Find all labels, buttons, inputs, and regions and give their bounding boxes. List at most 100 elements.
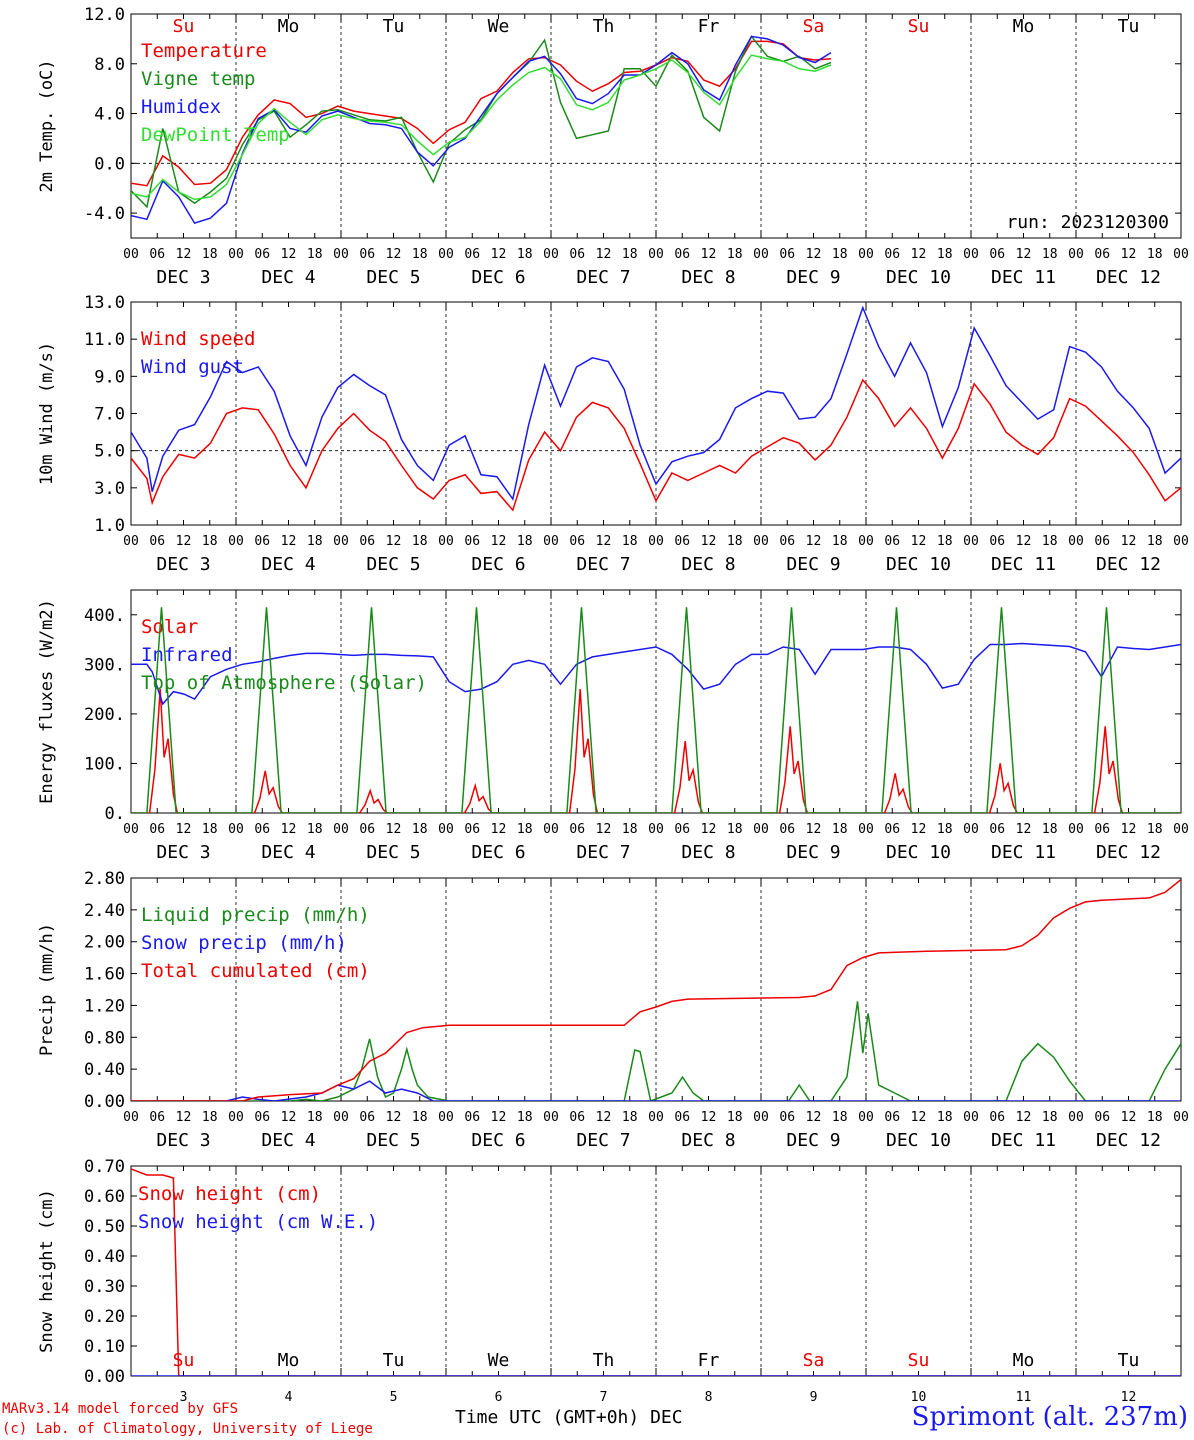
x-hour-label: 12 [596,247,612,262]
x-hour-label: 18 [622,534,638,549]
x-hour-label: 06 [569,1110,585,1125]
y-tick-label: 0.50 [84,1217,125,1237]
y-axis-label: Energy fluxes (W/m2) [37,599,57,804]
y-tick-label: 0.60 [84,1187,125,1207]
y-tick-label: 0.00 [84,1092,125,1112]
x-date-label: DEC 10 [886,1130,951,1151]
x-hour-label: 06 [359,1110,375,1125]
x-day-number: 9 [810,1390,818,1405]
x-date-label: DEC 10 [886,554,951,575]
x-hour-label: 12 [386,822,402,837]
x-date-label: DEC 4 [261,554,315,575]
x-hour-label: 18 [1042,1110,1058,1125]
x-date-label: DEC 11 [991,267,1056,288]
weekday-label: Su [908,16,930,37]
x-hour-label: 18 [517,534,533,549]
x-hour-label: 06 [254,822,270,837]
x-hour-label: 12 [491,247,507,262]
weekday-label: Tu [1118,16,1140,37]
x-hour-label: 00 [1173,534,1189,549]
x-date-label: DEC 4 [261,1130,315,1151]
x-hour-label: 18 [1042,534,1058,549]
x-hour-label: 00 [963,1110,979,1125]
y-tick-label: 2.00 [84,933,125,953]
y-tick-label: 300. [84,655,125,675]
x-hour-label: 12 [806,822,822,837]
x-hour-label: 18 [1042,822,1058,837]
x-hour-label: 06 [149,822,165,837]
x-date-label: DEC 12 [1096,842,1161,863]
x-hour-label: 12 [911,822,927,837]
x-hour-label: 06 [1094,247,1110,262]
x-hour-label: 12 [281,822,297,837]
x-hour-label: 12 [1016,534,1032,549]
y-tick-label: 0.80 [84,1028,125,1048]
x-hour-label: 18 [727,822,743,837]
x-date-label: DEC 8 [681,554,735,575]
weekday-label: We [488,16,510,37]
x-hour-label: 18 [622,822,638,837]
x-hour-label: 06 [149,1110,165,1125]
x-hour-label: 00 [1173,822,1189,837]
legend-label: Wind speed [141,328,255,350]
x-hour-label: 06 [779,822,795,837]
x-date-label: DEC 5 [366,1130,420,1151]
x-hour-label: 00 [333,534,349,549]
x-hour-label: 18 [412,247,428,262]
x-hour-label: 12 [1121,822,1137,837]
x-hour-label: 18 [832,534,848,549]
x-hour-label: 00 [963,822,979,837]
x-date-label: DEC 5 [366,842,420,863]
y-tick-label: 0.70 [84,1157,125,1177]
x-hour-label: 18 [1042,247,1058,262]
series-line [131,1001,1181,1101]
legend-label: Total cumulated (cm) [141,960,370,982]
x-hour-label: 12 [701,1110,717,1125]
y-tick-label: 12.0 [84,5,125,25]
legend-label: DewPoint Temp [141,124,290,146]
x-hour-label: 12 [806,247,822,262]
x-hour-label: 06 [464,247,480,262]
x-hour-label: 06 [674,1110,690,1125]
x-date-label: DEC 11 [991,1130,1056,1151]
x-date-label: DEC 7 [576,842,630,863]
series-line [131,642,1181,706]
x-hour-label: 18 [937,1110,953,1125]
x-hour-label: 12 [1016,1110,1032,1125]
x-hour-label: 06 [989,822,1005,837]
y-tick-label: 5.0 [94,442,125,462]
x-date-label: DEC 3 [156,1130,210,1151]
x-hour-label: 06 [779,247,795,262]
x-hour-label: 12 [176,534,192,549]
weekday-label: Sa [803,1350,825,1371]
y-tick-label: 0.20 [84,1307,125,1327]
weekday-label: Su [173,1350,195,1371]
y-tick-label: 13.0 [84,293,125,313]
x-hour-label: 18 [517,822,533,837]
x-hour-label: 00 [753,534,769,549]
y-tick-label: 400. [84,606,125,626]
x-date-label: DEC 4 [261,267,315,288]
x-hour-label: 12 [1121,534,1137,549]
y-tick-label: 7.0 [94,405,125,425]
x-hour-label: 12 [701,534,717,549]
series-line [131,305,1181,501]
x-hour-label: 06 [884,1110,900,1125]
x-day-number: 8 [705,1390,713,1405]
x-hour-label: 00 [648,247,664,262]
x-hour-label: 00 [858,247,874,262]
x-hour-label: 06 [1094,534,1110,549]
y-tick-label: 11.0 [84,330,125,350]
weekday-label: Tu [383,1350,405,1371]
x-date-label: DEC 9 [786,267,840,288]
x-date-label: DEC 3 [156,842,210,863]
y-tick-label: 2.40 [84,901,125,921]
x-hour-label: 00 [858,822,874,837]
x-hour-label: 06 [674,534,690,549]
x-hour-label: 00 [1173,1110,1189,1125]
weekday-label: Mo [278,1350,300,1371]
x-date-label: DEC 4 [261,842,315,863]
x-hour-label: 06 [779,534,795,549]
x-hour-label: 06 [884,247,900,262]
x-date-label: DEC 7 [576,267,630,288]
